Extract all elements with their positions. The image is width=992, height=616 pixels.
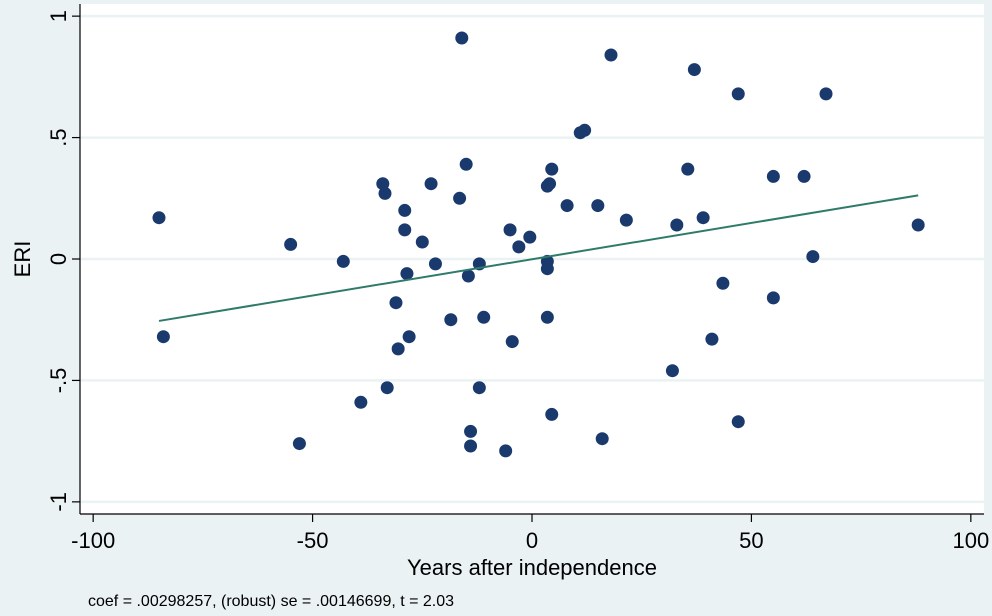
data-point — [687, 63, 701, 77]
data-point — [591, 199, 605, 213]
data-point — [292, 437, 306, 451]
data-point — [731, 87, 745, 101]
data-point — [670, 218, 684, 232]
data-point — [464, 424, 478, 438]
data-point — [455, 31, 469, 45]
data-point — [380, 381, 394, 395]
data-point — [523, 230, 537, 244]
data-point — [461, 269, 475, 283]
data-point — [797, 169, 811, 183]
data-point — [398, 203, 412, 217]
data-point — [819, 87, 833, 101]
data-point — [766, 291, 780, 305]
data-point — [543, 177, 557, 191]
data-point — [477, 310, 491, 324]
data-point — [499, 444, 513, 458]
y-tick-label: .5 — [46, 128, 71, 146]
data-point — [152, 211, 166, 225]
data-point — [444, 313, 458, 327]
data-points — [152, 31, 925, 458]
data-point — [604, 48, 618, 62]
data-point — [545, 407, 559, 421]
x-tick-label: 50 — [739, 528, 763, 553]
data-point — [472, 381, 486, 395]
data-point — [665, 364, 679, 378]
y-tick-label: 1 — [46, 10, 71, 22]
data-point — [545, 162, 559, 176]
data-point — [503, 223, 517, 237]
data-point — [696, 211, 710, 225]
data-point — [391, 342, 405, 356]
data-point — [428, 257, 442, 271]
data-point — [619, 213, 633, 227]
data-point — [336, 254, 350, 268]
data-point — [595, 432, 609, 446]
data-point — [389, 296, 403, 310]
axes: -1 -.5 0 .5 1 -100 -50 0 50 100 — [46, 4, 989, 553]
x-tick-label: -100 — [71, 528, 115, 553]
data-point — [354, 395, 368, 409]
data-point — [540, 310, 554, 324]
x-tick-label: -50 — [297, 528, 329, 553]
data-point — [512, 240, 526, 254]
data-point — [378, 186, 392, 200]
data-point — [464, 439, 478, 453]
fit-line — [158, 194, 919, 322]
data-point — [453, 191, 467, 205]
data-point — [806, 250, 820, 264]
data-point — [415, 235, 429, 249]
fit-line-layer — [158, 194, 919, 322]
data-point — [911, 218, 925, 232]
y-tick-label: -.5 — [46, 368, 71, 394]
data-point — [156, 330, 170, 344]
y-axis-title: ERI — [10, 241, 35, 278]
x-tick-label: 100 — [952, 528, 989, 553]
data-point — [540, 262, 554, 276]
data-point — [705, 332, 719, 346]
data-point — [578, 123, 592, 137]
data-point — [400, 267, 414, 281]
data-point — [402, 330, 416, 344]
x-axis-title: Years after independence — [407, 555, 657, 580]
data-point — [398, 223, 412, 237]
data-point — [731, 415, 745, 429]
data-point — [716, 276, 730, 290]
regression-note: coef = .00298257, (robust) se = .0014669… — [88, 593, 454, 610]
x-tick-label: 0 — [526, 528, 538, 553]
data-point — [505, 335, 519, 349]
data-point — [376, 177, 390, 191]
data-point — [560, 199, 574, 213]
y-tick-label: 0 — [46, 253, 71, 265]
data-point — [459, 157, 473, 171]
data-point — [766, 169, 780, 183]
data-point — [681, 162, 695, 176]
y-tick-label: -1 — [46, 492, 71, 512]
data-point — [424, 177, 438, 191]
data-point — [284, 237, 298, 251]
